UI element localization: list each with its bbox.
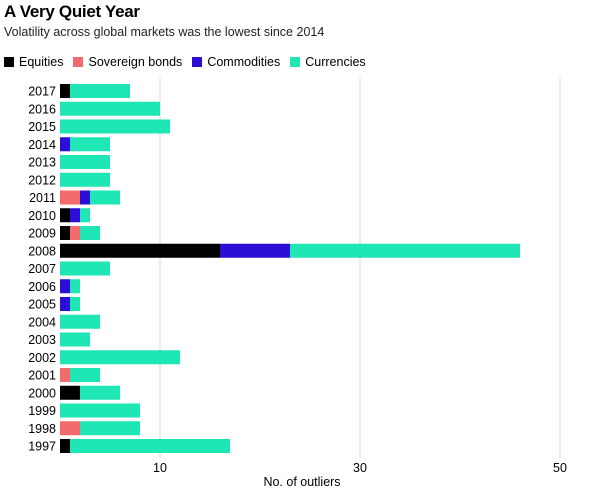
category-label-2016: 2016 — [28, 102, 56, 116]
bar-2002-currencies — [60, 350, 180, 365]
bar-2015-currencies — [60, 119, 170, 134]
legend-swatch-sovereign-bonds — [73, 57, 84, 67]
category-label-2002: 2002 — [28, 351, 56, 365]
category-label-2009: 2009 — [28, 227, 56, 241]
x-tick-label-50: 50 — [553, 461, 567, 475]
bar-2009-equities — [60, 226, 70, 240]
bar-1997-equities — [60, 439, 70, 453]
bar-2000-equities — [60, 385, 80, 400]
bar-2010-equities — [60, 208, 70, 223]
bar-2007-currencies — [60, 261, 110, 276]
legend-label-commodities: Commodities — [207, 55, 281, 69]
category-label-2012: 2012 — [28, 173, 56, 187]
bar-2011-currencies — [90, 190, 120, 205]
bar-2008-commodities — [220, 243, 290, 258]
legend-item-sovereign-bonds: Sovereign bonds — [73, 55, 182, 69]
bar-2009-sovereign-bonds — [70, 226, 80, 240]
category-label-2004: 2004 — [28, 315, 56, 329]
bar-2010-currencies — [80, 208, 90, 223]
bar-2006-currencies — [70, 279, 80, 294]
bar-2010-commodities — [70, 208, 80, 223]
chart-legend: Equities Sovereign bonds Commodities Cur… — [4, 55, 376, 69]
category-label-2013: 2013 — [28, 156, 56, 170]
x-axis-label: No. of outliers — [263, 475, 340, 489]
bar-2011-commodities — [80, 190, 90, 205]
bar-2005-commodities — [60, 297, 70, 311]
legend-item-equities: Equities — [4, 55, 63, 69]
legend-swatch-currencies — [290, 57, 301, 67]
bar-2014-currencies — [70, 137, 110, 152]
bar-2003-currencies — [60, 332, 90, 347]
bar-2008-currencies — [290, 243, 520, 258]
bar-2004-currencies — [60, 314, 100, 329]
category-label-1999: 1999 — [28, 404, 56, 418]
legend-label-sovereign-bonds: Sovereign bonds — [88, 55, 183, 69]
category-label-2005: 2005 — [28, 298, 56, 312]
bar-2013-currencies — [60, 155, 110, 169]
bar-2017-equities — [60, 84, 70, 98]
legend-swatch-commodities — [192, 57, 203, 67]
bar-2012-currencies — [60, 172, 110, 187]
category-label-2015: 2015 — [28, 120, 56, 134]
bar-2016-currencies — [60, 101, 160, 116]
category-label-2006: 2006 — [28, 280, 56, 294]
category-label-2003: 2003 — [28, 333, 56, 347]
category-label-2010: 2010 — [28, 209, 56, 223]
x-tick-label-30: 30 — [353, 461, 367, 475]
bar-2001-sovereign-bonds — [60, 368, 70, 382]
bar-2001-currencies — [70, 368, 100, 382]
legend-label-currencies: Currencies — [305, 55, 366, 69]
bar-2014-commodities — [60, 137, 70, 152]
category-label-2000: 2000 — [28, 386, 56, 400]
category-label-2007: 2007 — [28, 262, 56, 276]
legend-item-currencies: Currencies — [290, 55, 366, 69]
chart-subtitle: Volatility across global markets was the… — [4, 25, 325, 39]
bar-1998-currencies — [80, 421, 140, 436]
bar-2006-commodities — [60, 279, 70, 294]
legend-label-equities: Equities — [19, 55, 64, 69]
legend-swatch-equities — [4, 57, 14, 67]
bar-1997-currencies — [70, 439, 230, 453]
bar-1998-sovereign-bonds — [60, 421, 80, 436]
category-label-2011: 2011 — [29, 191, 56, 205]
category-label-2001: 2001 — [28, 369, 56, 383]
category-label-1997: 1997 — [28, 440, 56, 454]
category-label-2014: 2014 — [28, 138, 56, 152]
category-label-2017: 2017 — [28, 85, 56, 99]
chart-title: A Very Quiet Year — [4, 2, 140, 21]
category-label-1998: 1998 — [28, 422, 56, 436]
bar-1999-currencies — [60, 403, 140, 418]
bar-2008-equities — [60, 243, 220, 258]
bar-2005-currencies — [70, 297, 80, 311]
bar-2011-sovereign-bonds — [60, 190, 80, 205]
bar-2017-currencies — [70, 84, 130, 98]
bar-2000-currencies — [80, 385, 120, 400]
bar-2009-currencies — [80, 226, 100, 240]
x-tick-label-10: 10 — [153, 461, 167, 475]
legend-item-commodities: Commodities — [192, 55, 280, 69]
category-label-2008: 2008 — [28, 244, 56, 258]
